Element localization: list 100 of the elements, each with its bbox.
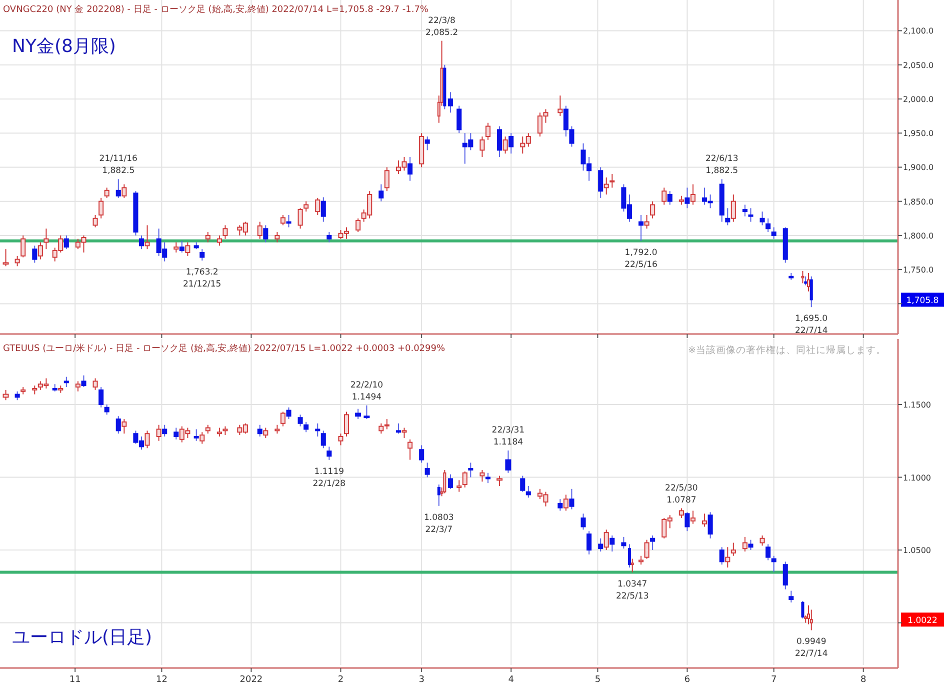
candlestick [621,536,626,550]
text: GTEUUS (ユーロ/米ドル) - 日足 - ローソク足 (始,高,安,終値) 2022/07/15 L=1.0022 +0.0003 +0.0299% [3,343,446,354]
candlestick [563,494,568,512]
annotation: 1,792.0 22/5/16 [624,248,658,270]
candlestick [174,427,179,440]
candlestick [104,404,110,416]
annotation: 1.0347 22/5/13 [616,579,649,602]
candlestick [598,166,604,198]
text: ユーロドル(日足) [12,627,152,648]
candlestick [384,166,390,192]
annotation: 21/11/16 1,882.5 [99,154,138,176]
candlestick [315,197,320,216]
candlestick [64,376,69,388]
candlestick [419,444,424,464]
candlestick [144,430,150,449]
candlestick [194,428,199,442]
candlestick [644,214,650,230]
candlestick [364,404,370,420]
annotation: 22/5/30 1.0787 [665,483,698,506]
annotation: 1.1119 22/1/28 [312,466,346,489]
candlestick [304,200,309,212]
candlestick [104,187,110,198]
candlestick [200,248,205,262]
candlestick [760,534,765,546]
x-tick-label: 8 [860,675,866,685]
candlestick [730,194,736,222]
candlestick [320,196,326,222]
candlestick [604,529,609,551]
candlestick [586,530,592,555]
y-tick-label: 1.1500 [903,400,931,410]
candlestick [730,542,736,556]
candlestick [263,427,268,438]
candlestick [116,178,121,198]
candlestick [502,136,508,154]
candlestick [44,228,49,250]
candlestick [708,512,713,539]
annotation: 22/6/13 1,882.5 [705,154,738,176]
candlestick [766,544,771,561]
candlestick [286,214,292,228]
x-tick-label: 6 [684,675,690,685]
candlestick [304,421,309,433]
annotation: 22/2/10 1.1494 [350,380,384,402]
candlestick [396,422,401,434]
candlestick [725,208,730,226]
candlestick [326,446,332,460]
candlestick [156,424,162,442]
candlestick [569,488,574,510]
candlestick [320,430,326,449]
y-tick-label: 2,100.0 [903,26,934,36]
candlestick [263,224,268,243]
x-tick-label: 12 [156,675,168,685]
candlestick [497,126,502,158]
candlestick [2,389,9,401]
x-tick-label: 11 [69,675,81,685]
candlestick [771,226,776,240]
candlestick [638,214,644,242]
candlestick [788,590,794,603]
candlestick [356,218,361,233]
candlestick [748,208,754,222]
candlestick [344,411,350,438]
candlestick [280,411,286,427]
candlestick [690,184,696,206]
x-tick-label: 7 [770,675,777,685]
candlestick [315,422,320,438]
candlestick [424,462,430,478]
annotation: 22/3/8 2,085.2 [426,16,458,38]
candlestick [64,234,69,250]
candlestick [98,386,104,408]
candlestick [690,510,696,524]
candlestick [480,136,485,158]
annotation: 0.9949 22/7/14 [794,637,828,660]
candlestick [766,218,771,233]
candlestick [408,156,413,182]
annotation: 1.0803 22/3/7 [424,512,454,535]
candlestick [179,240,184,254]
text: 1,705.8 [906,296,939,306]
candlestick [702,513,708,528]
candlestick [257,424,262,438]
candlestick [456,480,462,492]
candlestick [274,232,280,243]
candlestick [216,234,222,246]
candlestick [92,378,98,390]
candlestick [462,470,468,488]
candlestick [144,224,150,250]
candlestick [485,122,490,140]
candlestick [75,380,80,392]
candlestick [742,204,748,217]
candlestick [496,475,503,486]
candlestick [38,242,43,260]
candlestick [257,221,262,240]
candlestick [558,498,563,512]
candlestick [122,418,127,434]
candlestick [116,416,121,434]
candlestick [520,475,526,492]
candlestick [162,424,168,438]
candlestick [771,555,776,572]
candlestick [719,546,724,566]
x-tick-label: 4 [508,675,514,685]
y-tick-label: 1,800.0 [903,231,934,240]
candlestick [604,176,609,196]
